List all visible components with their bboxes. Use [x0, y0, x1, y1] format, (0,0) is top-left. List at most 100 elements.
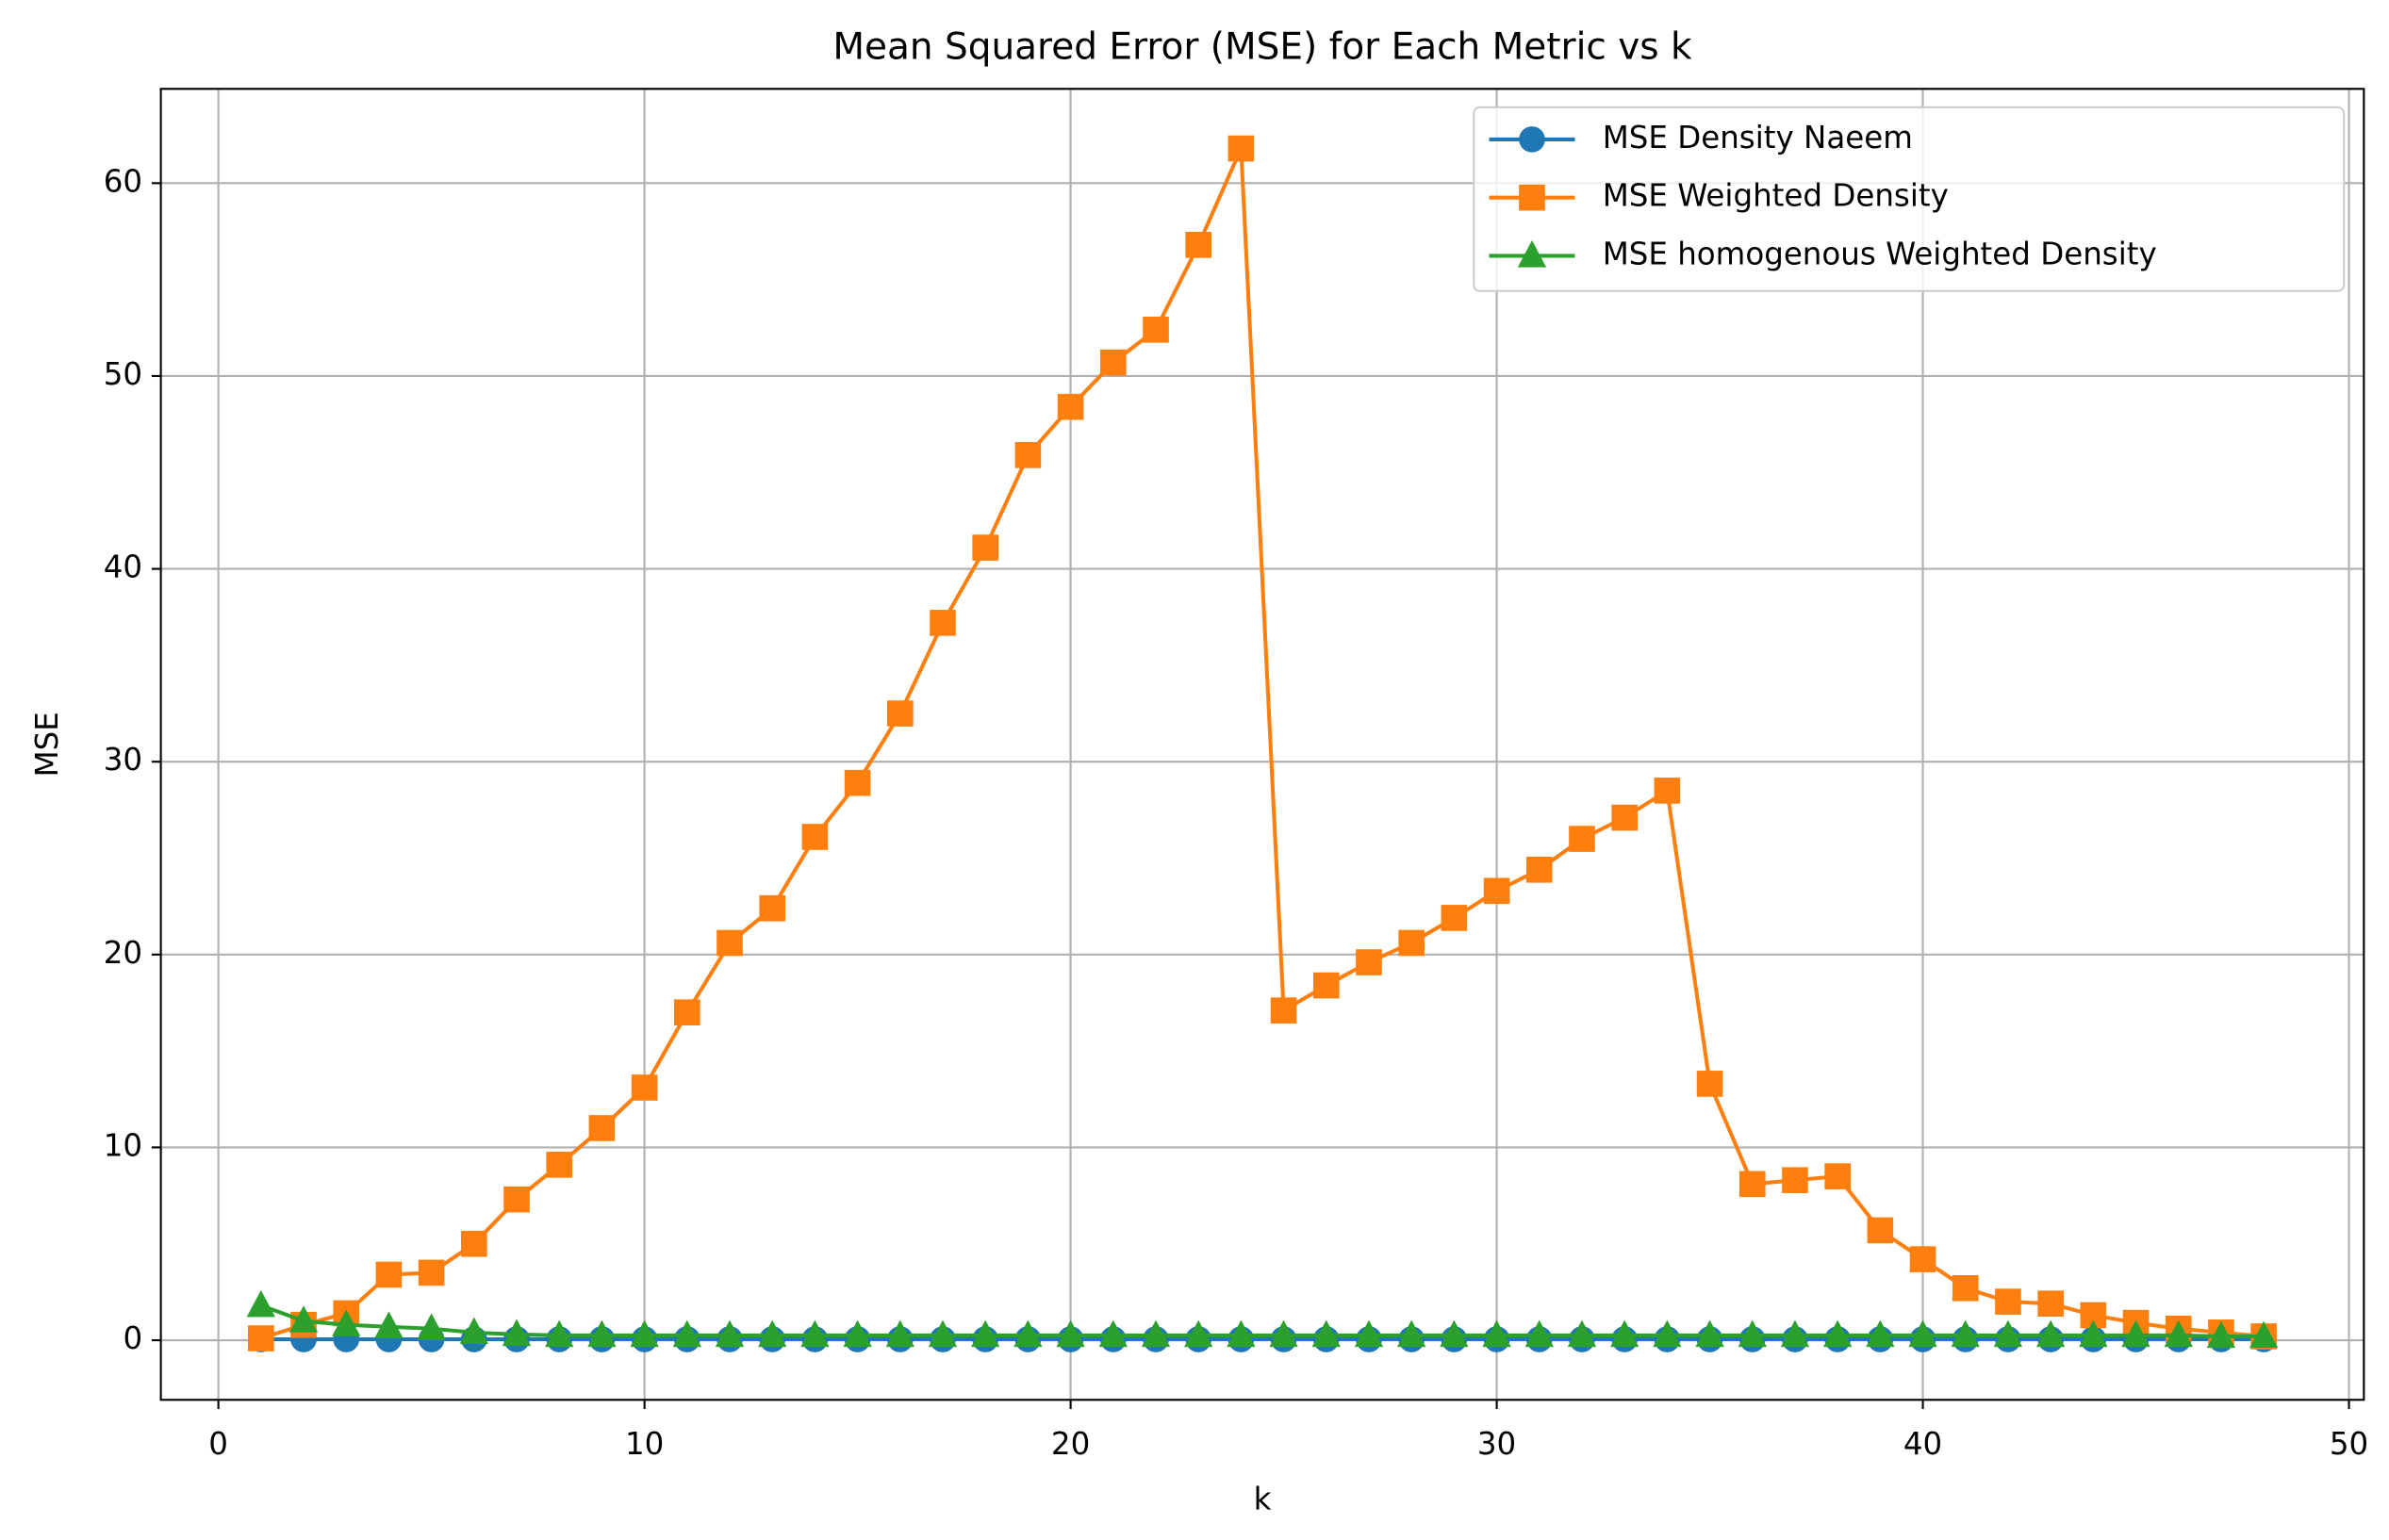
data-point [631, 1074, 658, 1101]
data-point [332, 1309, 361, 1336]
data-point [1525, 856, 1553, 883]
data-point [1269, 1319, 1298, 1348]
data-point [1653, 1319, 1682, 1348]
y-axis-label: MSE [29, 712, 65, 777]
data-point [2206, 1320, 2236, 1349]
data-point [1397, 1319, 1426, 1348]
data-point [672, 1319, 701, 1348]
data-point [1610, 1319, 1639, 1348]
data-point [1311, 1319, 1341, 1348]
data-point [1738, 1319, 1767, 1348]
data-point [1312, 972, 1340, 999]
data-point [886, 700, 914, 727]
data-point [2079, 1319, 2108, 1348]
data-point [1099, 349, 1127, 376]
data-point [1482, 1319, 1511, 1348]
data-point [1143, 317, 1169, 343]
data-point [1822, 1319, 1853, 1348]
data-point [1738, 1171, 1766, 1198]
x-tick-label: 20 [1051, 1426, 1090, 1462]
data-point [1441, 905, 1468, 931]
legend-box [1473, 106, 2346, 292]
data-point [1014, 442, 1042, 468]
data-point [1098, 1319, 1128, 1348]
data-point [461, 1230, 487, 1257]
legend-marker [1519, 184, 1545, 211]
y-tick-label: 10 [104, 1127, 142, 1163]
data-point [503, 1186, 530, 1213]
data-point [1398, 929, 1425, 957]
x-tick-label: 0 [208, 1426, 228, 1462]
data-point [1013, 1319, 1043, 1348]
data-point [1056, 1319, 1085, 1348]
data-point [418, 1259, 445, 1286]
data-point [246, 1289, 276, 1318]
data-point [801, 824, 829, 850]
data-point [1057, 393, 1084, 420]
chart-title: Mean Squared Error (MSE) for Each Metric… [832, 26, 1692, 69]
data-point [1483, 877, 1510, 905]
legend-marker [1517, 240, 1547, 268]
data-point [1227, 135, 1255, 162]
data-point [1824, 1163, 1851, 1189]
data-point [2121, 1319, 2150, 1348]
data-point [1184, 1319, 1213, 1348]
data-point [1569, 826, 1595, 852]
data-point [1696, 1071, 1723, 1097]
data-point [717, 929, 743, 957]
x-tick-label: 40 [1903, 1426, 1942, 1462]
data-point [972, 534, 999, 561]
data-point [885, 1319, 914, 1348]
data-point [1227, 1319, 1256, 1348]
data-point [1567, 1319, 1597, 1348]
data-point [588, 1115, 616, 1141]
data-point [1654, 778, 1681, 804]
data-point [1995, 1288, 2021, 1315]
data-point [502, 1319, 532, 1347]
legend-label: MSE Weighted Density [1603, 178, 1949, 214]
data-point [1951, 1319, 1980, 1348]
data-point [587, 1319, 617, 1348]
legend-label: MSE homogenous Weighted Density [1603, 236, 2157, 271]
y-tick-label: 30 [104, 742, 142, 778]
data-point [2035, 1319, 2066, 1348]
data-point [800, 1319, 830, 1348]
data-point [1909, 1246, 1936, 1272]
data-point [1782, 1167, 1808, 1194]
data-point [546, 1152, 573, 1178]
legend-label: MSE Density Naeem [1603, 120, 1913, 156]
data-point [1952, 1274, 1979, 1302]
data-point [1141, 1319, 1171, 1348]
data-point [248, 1325, 274, 1352]
data-point [288, 1305, 319, 1333]
y-tick-label: 50 [104, 356, 142, 392]
data-point [417, 1313, 446, 1340]
data-point [674, 999, 700, 1026]
data-point [1867, 1217, 1894, 1244]
data-point [758, 1319, 787, 1348]
data-point [1354, 1319, 1384, 1348]
data-point [2164, 1319, 2193, 1348]
y-tick-label: 60 [104, 163, 142, 199]
plot-frame [159, 88, 2365, 1401]
data-point [2249, 1320, 2279, 1349]
data-point [844, 769, 871, 796]
x-tick-label: 50 [2330, 1426, 2368, 1462]
x-axis-label: k [1254, 1482, 1272, 1517]
data-point [545, 1319, 574, 1348]
data-point [2037, 1290, 2064, 1317]
data-point [1866, 1319, 1895, 1348]
data-point [1440, 1319, 1469, 1348]
data-point [1270, 997, 1297, 1024]
x-tick-label: 30 [1477, 1426, 1516, 1462]
data-point [459, 1317, 488, 1345]
data-point [630, 1319, 659, 1348]
data-point [1908, 1319, 1937, 1348]
x-tick-label: 10 [625, 1426, 664, 1462]
data-point [1611, 804, 1638, 831]
data-point [1185, 232, 1212, 258]
data-point [715, 1319, 745, 1348]
data-point [1356, 949, 1382, 975]
data-point [1695, 1319, 1724, 1348]
